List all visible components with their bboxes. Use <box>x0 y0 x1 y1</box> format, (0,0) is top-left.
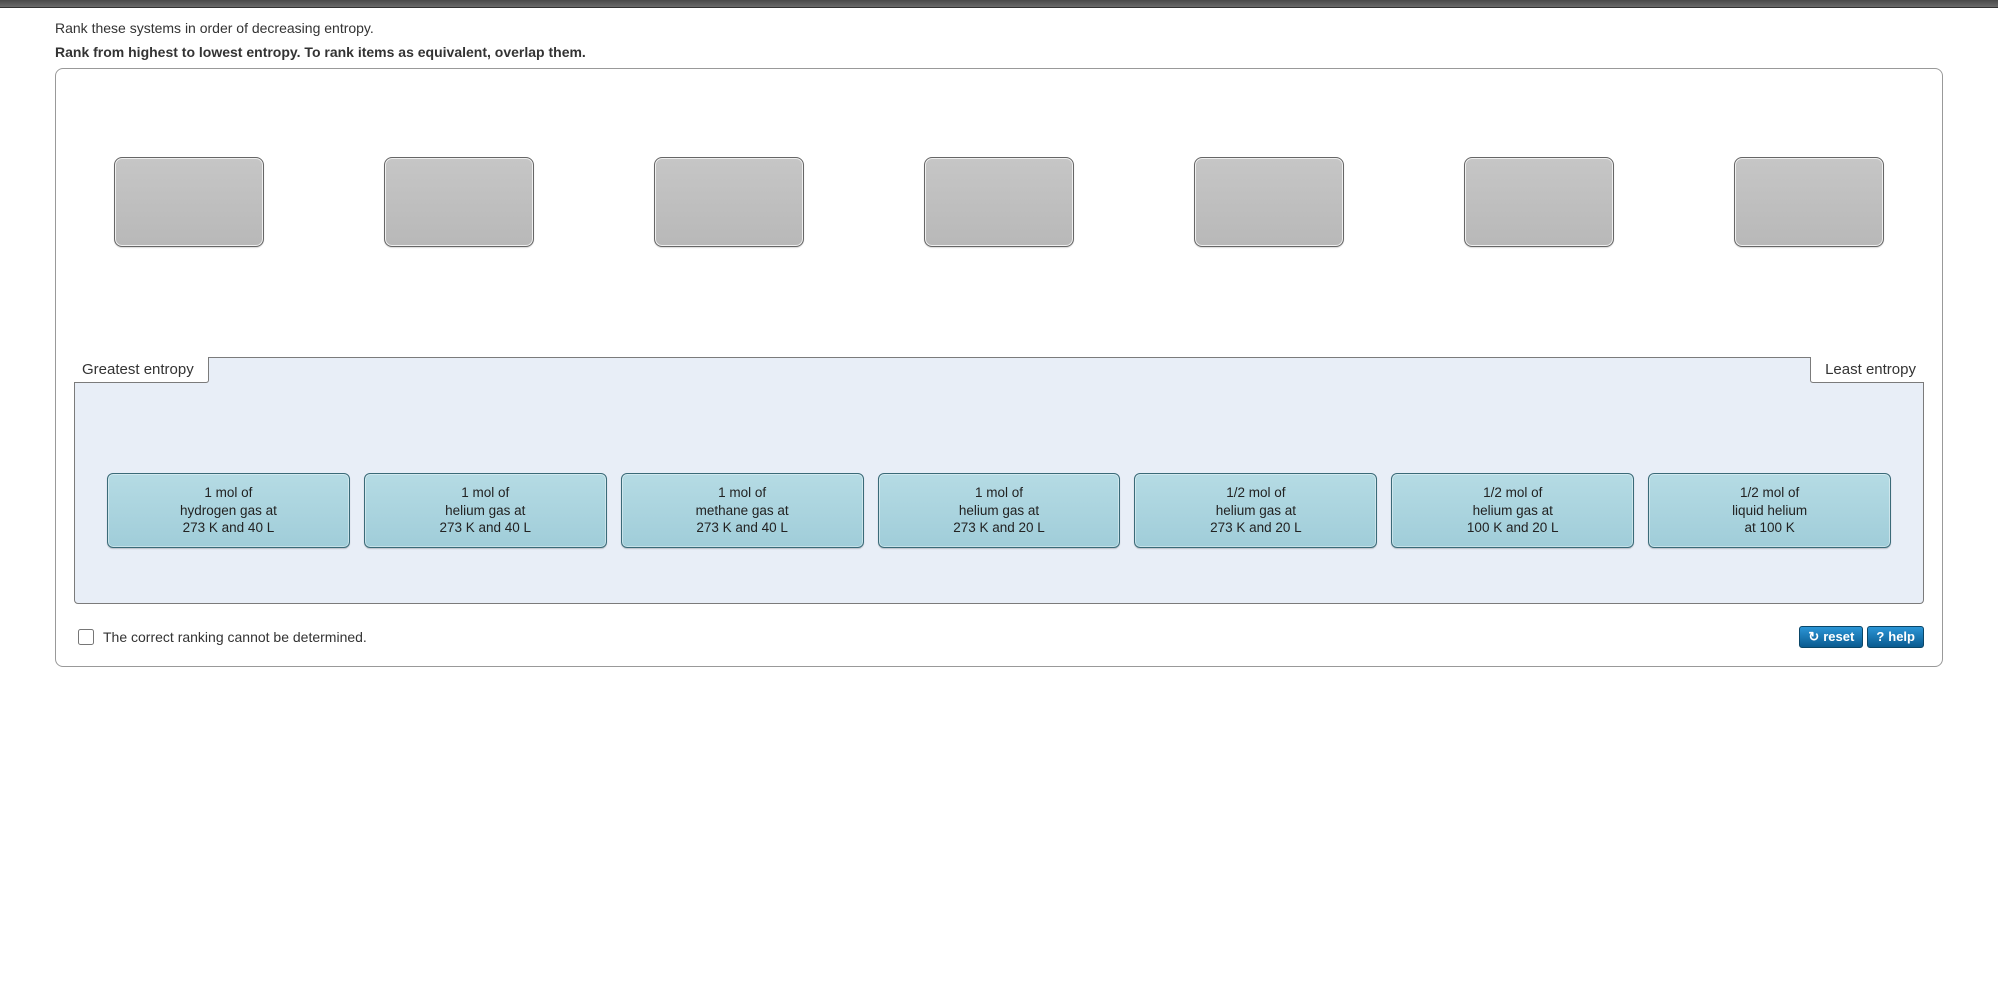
bottom-controls: The correct ranking cannot be determined… <box>74 626 1924 648</box>
item-line: 1 mol of <box>885 484 1114 502</box>
item-line: 1 mol of <box>114 484 343 502</box>
drop-slot[interactable] <box>1734 157 1884 247</box>
item-line: 1 mol of <box>371 484 600 502</box>
rank-item[interactable]: 1 mol of helium gas at 273 K and 40 L <box>364 473 607 548</box>
drop-slot[interactable] <box>114 157 264 247</box>
help-label: help <box>1888 629 1915 644</box>
ranking-widget: Greatest entropy Least entropy 1 mol of … <box>55 68 1943 667</box>
item-line: methane gas at <box>628 502 857 520</box>
item-line: 273 K and 40 L <box>628 519 857 537</box>
question-content: Rank these systems in order of decreasin… <box>0 8 1998 667</box>
label-greatest-entropy: Greatest entropy <box>74 357 209 383</box>
item-line: at 100 K <box>1655 519 1884 537</box>
label-least-entropy: Least entropy <box>1810 357 1924 383</box>
rank-item[interactable]: 1 mol of helium gas at 273 K and 20 L <box>878 473 1121 548</box>
cannot-determine-checkbox[interactable] <box>78 629 94 645</box>
reset-icon: ↻ <box>1808 629 1819 645</box>
items-row: 1 mol of hydrogen gas at 273 K and 40 L … <box>75 358 1923 548</box>
rank-item[interactable]: 1/2 mol of helium gas at 273 K and 20 L <box>1134 473 1377 548</box>
item-line: 100 K and 20 L <box>1398 519 1627 537</box>
rank-item[interactable]: 1 mol of methane gas at 273 K and 40 L <box>621 473 864 548</box>
rank-item[interactable]: 1 mol of hydrogen gas at 273 K and 40 L <box>107 473 350 548</box>
item-line: helium gas at <box>1141 502 1370 520</box>
drop-slot[interactable] <box>1194 157 1344 247</box>
item-line: helium gas at <box>885 502 1114 520</box>
item-line: 273 K and 20 L <box>885 519 1114 537</box>
item-line: hydrogen gas at <box>114 502 343 520</box>
help-button[interactable]: ? help <box>1867 626 1924 648</box>
item-line: liquid helium <box>1655 502 1884 520</box>
item-line: helium gas at <box>371 502 600 520</box>
drop-slot[interactable] <box>654 157 804 247</box>
rank-item[interactable]: 1/2 mol of liquid helium at 100 K <box>1648 473 1891 548</box>
window-top-bar <box>0 0 1998 8</box>
item-line: 1 mol of <box>628 484 857 502</box>
drop-slot[interactable] <box>384 157 534 247</box>
item-line: 1/2 mol of <box>1398 484 1627 502</box>
button-group: ↻ reset ? help <box>1799 626 1924 648</box>
item-line: 1/2 mol of <box>1655 484 1884 502</box>
reset-label: reset <box>1823 629 1854 644</box>
instruction-line-1: Rank these systems in order of decreasin… <box>55 20 1943 36</box>
drop-slots-row <box>74 87 1924 247</box>
cannot-determine-checkbox-wrap[interactable]: The correct ranking cannot be determined… <box>74 626 367 648</box>
help-icon: ? <box>1876 629 1884 644</box>
item-line: 1/2 mol of <box>1141 484 1370 502</box>
item-line: helium gas at <box>1398 502 1627 520</box>
reset-button[interactable]: ↻ reset <box>1799 626 1863 648</box>
drop-slot[interactable] <box>924 157 1074 247</box>
cannot-determine-label: The correct ranking cannot be determined… <box>103 629 367 645</box>
rank-item[interactable]: 1/2 mol of helium gas at 100 K and 20 L <box>1391 473 1634 548</box>
item-line: 273 K and 20 L <box>1141 519 1370 537</box>
drop-slot[interactable] <box>1464 157 1614 247</box>
item-line: 273 K and 40 L <box>114 519 343 537</box>
instruction-line-2: Rank from highest to lowest entropy. To … <box>55 44 1943 60</box>
ranking-panel: Greatest entropy Least entropy 1 mol of … <box>74 357 1924 604</box>
item-line: 273 K and 40 L <box>371 519 600 537</box>
